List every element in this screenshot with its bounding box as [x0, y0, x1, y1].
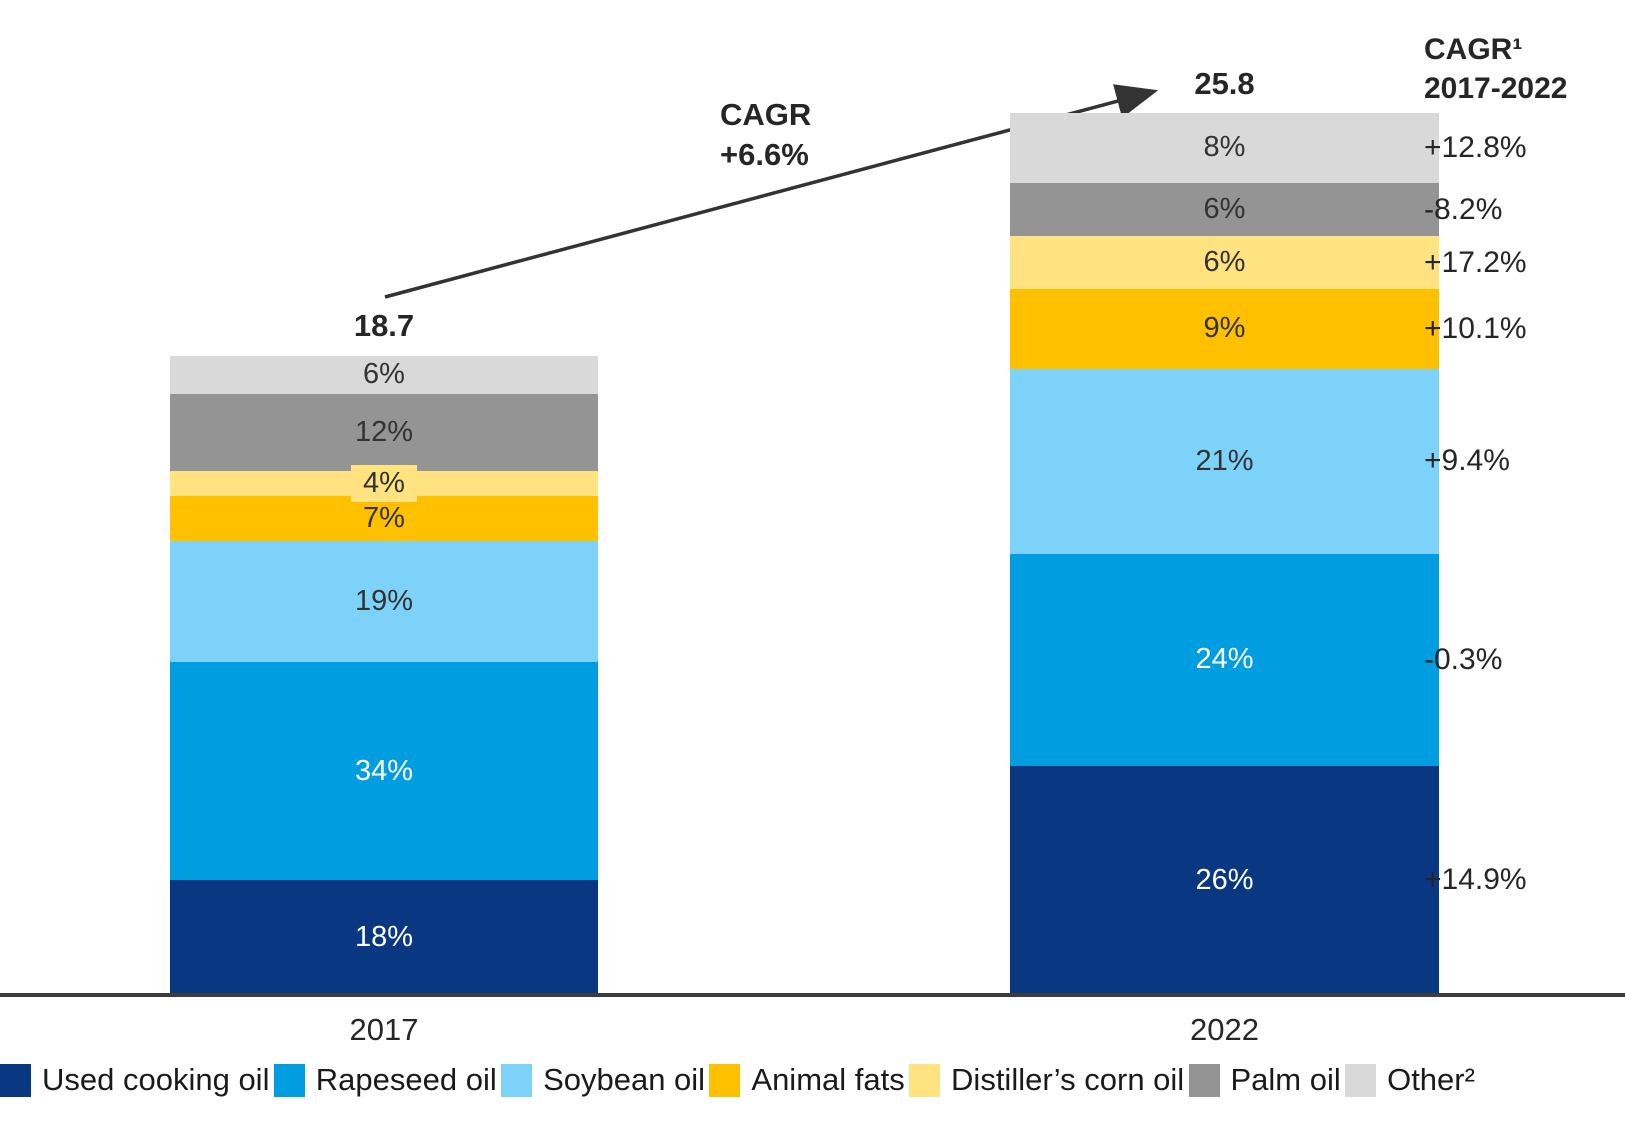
cagr-header-line2: 2017-2022 [1424, 72, 1568, 105]
segment-value-label: 12% [354, 415, 414, 448]
bar-total-2022: 25.8 [1194, 65, 1255, 101]
segment-value-label: 4% [351, 464, 417, 502]
bar-segment-palm-oil-2017: 12% [170, 393, 598, 471]
cagr-value-used-cooking-oil: +14.9% [1424, 863, 1527, 897]
legend-item-other: Other² [1345, 1062, 1475, 1098]
cagr-header-line1: CAGR¹ [1424, 33, 1523, 66]
bar-segment-rapeseed-oil-2017: 34% [170, 662, 598, 880]
legend-label: Used cooking oil [42, 1062, 270, 1097]
segment-value-label: 19% [354, 585, 414, 618]
segment-value-label: 9% [1203, 312, 1246, 345]
segment-value-label: 34% [354, 754, 414, 787]
legend-item-animal-fats: Animal fats [709, 1062, 905, 1098]
cagr-value-other: +12.8% [1424, 130, 1527, 164]
legend-label: Animal fats [751, 1062, 905, 1097]
segment-value-label: 24% [1195, 643, 1254, 676]
bar-segment-other-2017: 6% [170, 355, 598, 394]
growth-annotation-label: CAGR [720, 97, 812, 132]
legend-swatch-rapeseed-oil [273, 1063, 305, 1097]
legend-item-rapeseed-oil: Rapeseed oil [273, 1062, 497, 1098]
bar-segment-used-cooking-oil-2017: 18% [170, 879, 598, 995]
segment-value-label: 6% [1203, 193, 1246, 226]
segment-value-label: 26% [1195, 863, 1254, 896]
cagr-value-distiller-s-corn-oil: +17.2% [1424, 245, 1527, 279]
bar-segment-animal-fats-2017: 7% [170, 496, 598, 541]
bar-segment-used-cooking-oil-2022: 26% [1010, 765, 1439, 995]
cagr-value-palm-oil: -8.2% [1424, 192, 1503, 226]
legend-swatch-distiller-s-corn-oil [909, 1063, 941, 1097]
growth-annotation: CAGR +6.6% [720, 95, 811, 175]
bar-segment-animal-fats-2022: 9% [1010, 289, 1439, 369]
cagr-value-soybean-oil: +9.4% [1424, 444, 1510, 478]
legend-item-palm-oil: Palm oil [1188, 1062, 1341, 1098]
legend-item-soybean-oil: Soybean oil [501, 1062, 705, 1098]
cagr-value-rapeseed-oil: -0.3% [1424, 642, 1503, 676]
cagr-column-header: CAGR¹ 2017-2022 [1424, 30, 1567, 108]
legend-swatch-palm-oil [1188, 1063, 1220, 1097]
legend: Used cooking oil Rapeseed oil Soybean oil A… [0, 1062, 1475, 1098]
bar-2022: 26% 24% 21% 9% 6% 6% 8% [1010, 112, 1439, 995]
legend-swatch-other [1345, 1063, 1377, 1097]
legend-label: Palm oil [1230, 1062, 1341, 1097]
segment-value-label: 18% [354, 920, 414, 953]
legend-swatch-used-cooking-oil [0, 1063, 31, 1097]
bar-segment-soybean-oil-2022: 21% [1010, 368, 1439, 554]
segment-value-label: 21% [1195, 444, 1254, 477]
legend-swatch-soybean-oil [501, 1063, 533, 1097]
legend-label: Distiller’s corn oil [951, 1062, 1185, 1097]
legend-label: Rapeseed oil [315, 1062, 497, 1097]
cagr-value-animal-fats: +10.1% [1424, 311, 1527, 345]
bar-total-2017: 18.7 [353, 308, 415, 344]
bar-segment-other-2022: 8% [1010, 112, 1439, 184]
legend-label: Other² [1387, 1062, 1475, 1097]
bar-segment-soybean-oil-2017: 19% [170, 540, 598, 663]
x-axis-label-2022: 2022 [1190, 1012, 1259, 1047]
bar-segment-distiller-s-corn-oil-2022: 6% [1010, 236, 1439, 290]
x-axis-line [0, 993, 1625, 997]
bar-2017: 18% 34% 19% 7% 4% 12% 6% [170, 355, 598, 995]
segment-value-label: 6% [363, 358, 405, 391]
legend-swatch-animal-fats [709, 1063, 741, 1097]
legend-item-used-cooking-oil: Used cooking oil [0, 1062, 269, 1098]
bar-segment-rapeseed-oil-2022: 24% [1010, 553, 1439, 766]
legend-label: Soybean oil [543, 1062, 706, 1097]
segment-value-label: 6% [1203, 246, 1246, 279]
segment-value-label: 7% [363, 502, 405, 535]
segment-value-label: 8% [1203, 131, 1246, 164]
bar-segment-distiller-s-corn-oil-2017: 4% [170, 464, 598, 502]
growth-annotation-value: +6.6% [720, 137, 809, 172]
legend-item-distiller-s-corn-oil: Distiller’s corn oil [909, 1062, 1184, 1098]
x-axis-label-2017: 2017 [349, 1012, 419, 1047]
bar-segment-palm-oil-2022: 6% [1010, 183, 1439, 237]
